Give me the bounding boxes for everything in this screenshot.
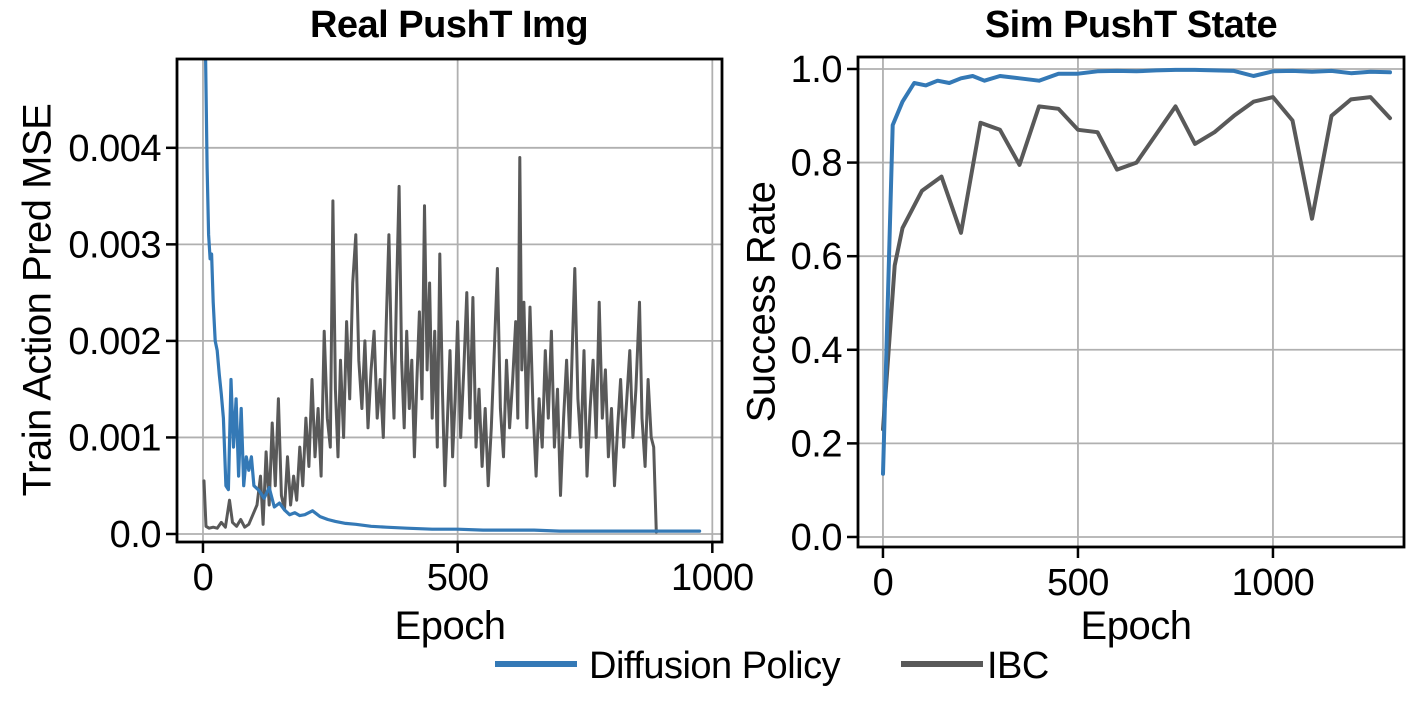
right-x-axis-label: Epoch [1080, 604, 1192, 648]
legend-line-diffusion-policy [495, 661, 577, 667]
y-tick-label: 0.0 [110, 514, 161, 556]
x-tick-label: 500 [427, 557, 489, 599]
legend-label-ibc: IBC [987, 645, 1049, 687]
x-tick-label: 500 [1047, 562, 1109, 604]
subplot-1: 0 500 1000 0.0 0.2 0.4 0.6 0.8 1.0 [791, 49, 1406, 604]
legend-line-ibc [901, 661, 983, 667]
series-line-ibc [202, 156, 658, 534]
y-tick-label: 1.0 [791, 49, 842, 91]
legend-label-diffusion-policy: Diffusion Policy [589, 645, 841, 687]
y-tick-label: 0.6 [791, 236, 842, 278]
left-plot-title: Real PushT Img [309, 4, 589, 46]
y-tick-label: 0.002 [68, 321, 161, 363]
subplot-0: 0 500 1000 0.0 0.001 0.002 0.003 0.004 [68, 57, 754, 599]
y-tick-label: 0.2 [791, 423, 842, 465]
x-tick-label: 0 [193, 557, 214, 599]
x-tick-label: 0 [873, 562, 894, 604]
axes-spines [175, 57, 724, 544]
series-line-diffusion-policy [881, 67, 1392, 476]
series-line-ibc [881, 95, 1392, 432]
left-x-axis-label: Epoch [394, 604, 506, 648]
y-tick-label: 0.004 [68, 128, 161, 170]
right-y-axis-label: Success Rate [739, 181, 784, 423]
axes-spines [856, 55, 1406, 549]
left-y-axis-label: Train Action Pred MSE [15, 103, 60, 497]
x-tick-label: 1000 [1232, 562, 1315, 604]
series-line-diffusion-policy [204, 59, 702, 533]
x-tick-label: 1000 [671, 557, 754, 599]
y-tick-label: 0.0 [791, 517, 842, 559]
y-tick-label: 0.4 [791, 330, 843, 372]
y-tick-label: 0.001 [68, 417, 161, 459]
y-tick-label: 0.8 [791, 143, 842, 185]
right-plot-title: Sim PushT State [984, 4, 1278, 46]
y-tick-label: 0.003 [68, 224, 161, 266]
